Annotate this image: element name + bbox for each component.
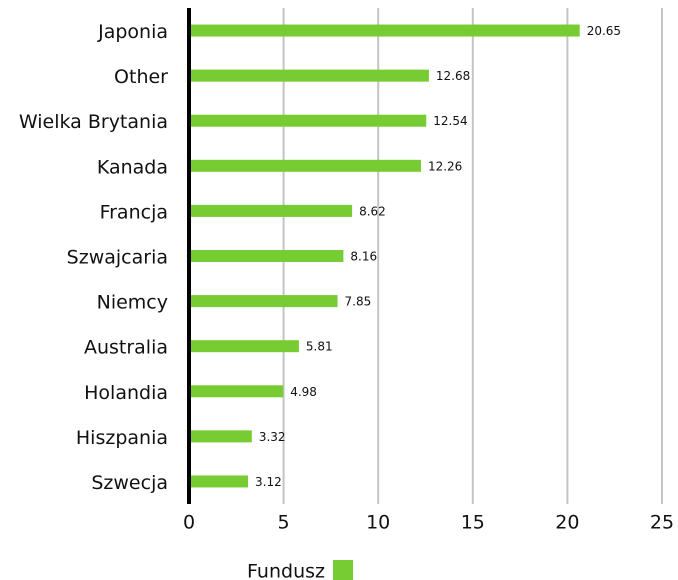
bar: [191, 24, 580, 37]
x-tick-label: 5: [278, 512, 290, 534]
y-tick-label: Francja: [100, 201, 168, 223]
x-tick-label: 25: [650, 512, 674, 534]
y-tick-label: Niemcy: [97, 292, 168, 314]
data-label: 4.98: [290, 385, 317, 399]
data-label: 7.85: [345, 295, 372, 309]
bar: [191, 295, 338, 308]
bar: [191, 204, 353, 217]
y-tick-label: Hiszpania: [76, 427, 168, 449]
bar: [191, 159, 421, 172]
bar: [191, 114, 427, 127]
data-label: 8.62: [359, 204, 386, 218]
legend-swatch: [333, 560, 353, 580]
bar: [191, 430, 252, 443]
bar: [191, 385, 284, 398]
y-tick-label: Kanada: [97, 156, 168, 178]
x-tick-label: 20: [555, 512, 579, 534]
x-tick-label: 15: [461, 512, 485, 534]
y-tick-label: Australia: [84, 337, 168, 359]
data-label: 12.54: [433, 114, 467, 128]
data-label: 20.65: [587, 24, 621, 38]
bar: [191, 475, 249, 488]
data-label: 3.32: [259, 430, 286, 444]
y-tick-label: Holandia: [84, 382, 168, 404]
y-tick-label: Wielka Brytania: [19, 111, 168, 133]
y-tick-label: Szwajcaria: [67, 247, 168, 269]
y-tick-label: Other: [114, 66, 168, 88]
bar: [191, 69, 429, 82]
legend-label: Fundusz: [247, 561, 325, 580]
data-label: 12.68: [436, 69, 470, 83]
data-label: 3.12: [255, 475, 282, 489]
bar: [191, 340, 299, 353]
y-tick-label: Japonia: [97, 21, 168, 43]
data-label: 8.16: [350, 250, 377, 264]
bar: [191, 250, 344, 262]
y-tick-label: Szwecja: [91, 472, 168, 494]
x-tick-label: 0: [183, 512, 195, 534]
data-label: 5.81: [306, 340, 333, 354]
data-label: 12.26: [428, 159, 462, 173]
x-tick-label: 10: [366, 512, 390, 534]
